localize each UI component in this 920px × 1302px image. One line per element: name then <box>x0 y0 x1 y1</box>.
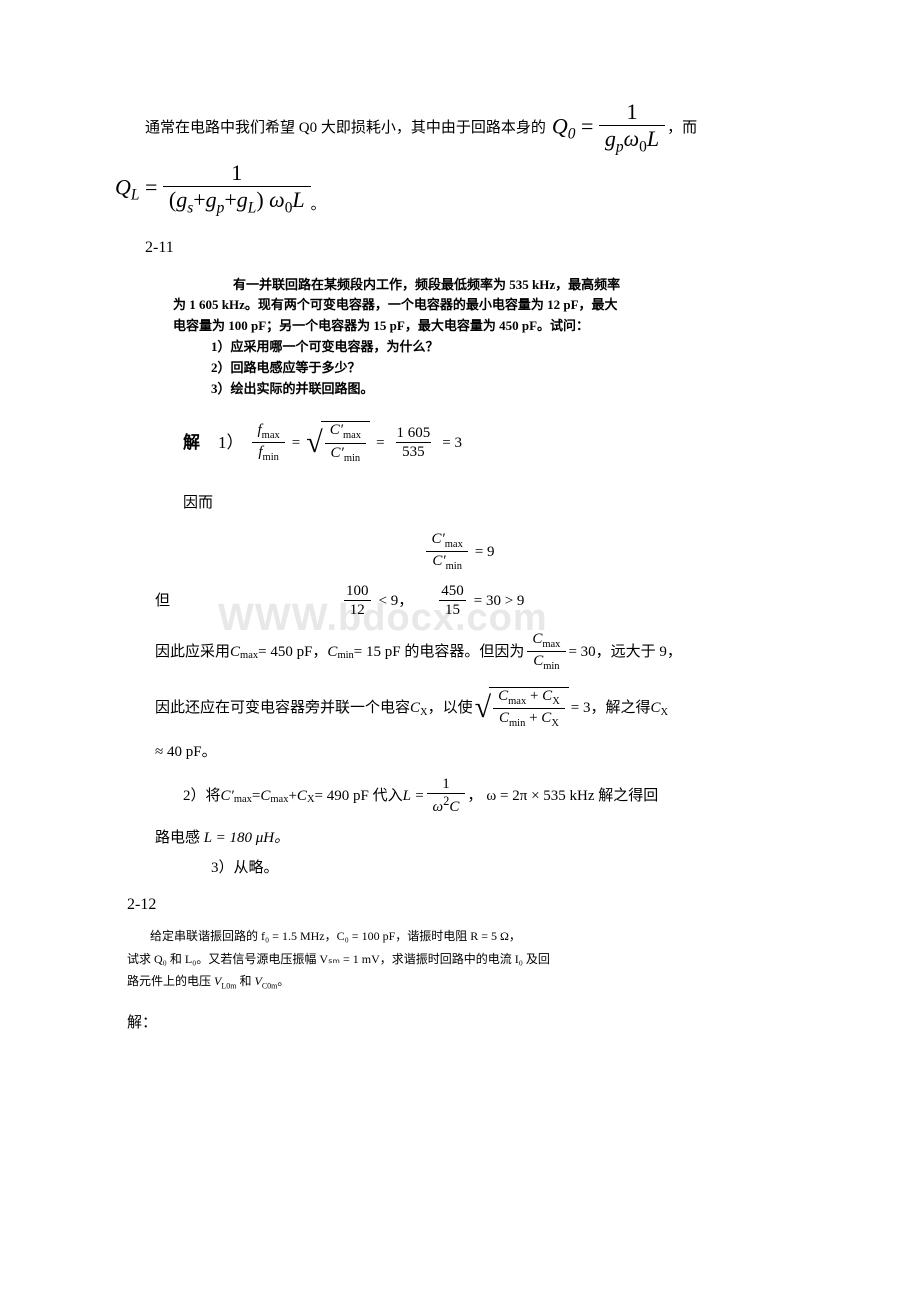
part2-line1: 2）将 C′max = Cmax + CX = 490 pF 代入 L = 1 … <box>183 776 805 816</box>
section-2-12-heading: 2-12 <box>127 892 805 918</box>
ratio-9: C′max C′min = 9 <box>115 531 805 573</box>
intro-prefix: 通常在电路中我们希望 Q0 大即损耗小，其中由于回路本身的 <box>145 116 546 140</box>
q0-formula: Q0 = 1 gpω0L <box>552 100 665 157</box>
solution-part1: 解 1） fmax fmin = √ C′max C′min = 1 605 5… <box>183 421 805 464</box>
part2-line2: 路电感 L = 180 μH。 <box>155 826 805 850</box>
p212-l3: 路元件上的电压 VL0m 和 VC0m。 <box>127 972 805 993</box>
cx-result: ≈ 40 pF。 <box>155 740 805 764</box>
therefore-line: 因此还应在可变电容器旁并联一个电容 CX ，以使 √ Cmax + CX Cmi… <box>155 687 805 730</box>
intro-line-1: 通常在电路中我们希望 Q0 大即损耗小，其中由于回路本身的 Q0 = 1 gpω… <box>115 100 805 157</box>
p212-l1: 给定串联谐振回路的 f₀ = 1.5 MHz，C₀ = 100 pF，谐振时电阻… <box>150 927 805 946</box>
solve-212: 解： <box>127 1011 805 1035</box>
section-2-11-heading: 2-11 <box>145 235 805 261</box>
hence: 因而 <box>183 491 805 515</box>
p212-l2: 试求 Q₀ 和 L₀。又若信号源电压振幅 Vₛₘ = 1 mV，求谐振时回路中的… <box>127 950 805 969</box>
ql-formula: QL = 1 (gs+gp+gL) ω0L <box>115 161 311 218</box>
but-row: 但 100 12 < 9， 450 15 = 30 > 9 <box>115 583 805 619</box>
adopt-line: 因此应采用 Cmax = 450 pF， Cmin = 15 pF 的电容器。但… <box>155 631 805 673</box>
ql-formula-row: QL = 1 (gs+gp+gL) ω0L 。 <box>115 161 805 218</box>
intro-suffix: ，而 <box>667 116 697 140</box>
problem-statement: 有一并联回路在某频段内工作，频段最低频率为 535 kHz，最高频率 为 1 6… <box>115 275 805 400</box>
part3: 3）从略。 <box>211 856 805 880</box>
